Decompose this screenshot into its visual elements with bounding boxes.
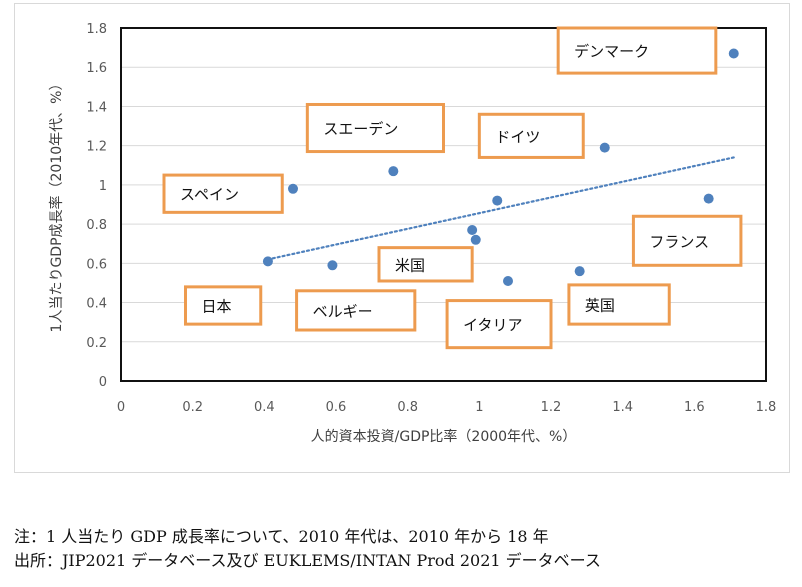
label-box (305, 102, 446, 154)
y-tick-label: 1 (99, 179, 107, 194)
data-point (492, 195, 503, 206)
footnotes: 注：1 人当たり GDP 成長率について、2010 年代は、2010 年から 1… (14, 525, 794, 573)
label-text: スペイン (180, 186, 239, 204)
label-text: イタリア (463, 316, 522, 334)
x-tick-label: 1 (475, 400, 483, 415)
data-point (599, 142, 610, 153)
x-tick-label: 1.6 (684, 400, 705, 415)
data-point (388, 166, 399, 177)
label-box (295, 289, 417, 332)
y-axis-title: 1人当たりGDP成長率（2010年代、%） (48, 77, 65, 333)
label-box (556, 26, 718, 75)
label-text: 英国 (585, 297, 615, 315)
data-point (503, 275, 513, 286)
data-point (262, 256, 273, 267)
data-point (467, 224, 478, 235)
label-box (162, 173, 284, 214)
label-text: 日本 (202, 297, 232, 315)
label-box (184, 285, 263, 326)
data-point (470, 234, 481, 245)
chart-frame: デンマークスエーデン ドイツスペインフランス米国日本 ベルギーイタリア 英国 0 0.2… (14, 3, 790, 473)
trendline (266, 156, 735, 261)
note-text: 注：1 人当たり GDP 成長率について、2010 年代は、2010 年から 1… (14, 527, 549, 546)
y-tick-label: 0.6 (86, 257, 107, 272)
x-axis-title: 人的資本投資/GDP比率（2000年代、%） (311, 428, 577, 445)
y-tick-label: 0.4 (86, 297, 107, 312)
label-box (567, 283, 671, 326)
y-tick-label: 0.8 (86, 218, 107, 233)
x-tick-label: 1.2 (541, 400, 562, 415)
data-points (262, 48, 739, 286)
x-tick-label: 0 (117, 400, 125, 415)
label-box (377, 246, 474, 283)
data-point (574, 266, 585, 277)
source-text: 出所：JIP2021 データベース及び EUKLEMS/INTAN Prod 2… (14, 551, 601, 570)
data-point (703, 193, 714, 204)
label-text: 米国 (395, 256, 425, 274)
label-text: フランス (649, 233, 709, 251)
y-tick-label: 1.8 (86, 22, 107, 37)
x-tick-label: 0.2 (182, 400, 203, 415)
trendline-layer (266, 156, 735, 261)
plot-area-border (120, 27, 767, 382)
data-point (327, 260, 338, 271)
label-box (477, 112, 585, 159)
label-text: ドイツ (495, 128, 540, 146)
axis-ticks: 0 0.2 0.4 0.6 0.8 1 1.2 1.4 1.6 1.8 0 0.2 0.4 0.6 0.8 1… (86, 22, 776, 415)
label-box (445, 299, 553, 350)
y-tick-label: 1.2 (86, 140, 107, 155)
label-text: スエーデン (323, 120, 398, 138)
y-tick-label: 0.2 (86, 336, 107, 351)
x-tick-label: 0.6 (326, 400, 347, 415)
x-tick-label: 0.4 (254, 400, 275, 415)
x-tick-label: 1.8 (756, 400, 777, 415)
y-tick-label: 1.6 (86, 61, 107, 76)
label-text: ベルギー (313, 302, 373, 320)
x-tick-label: 1.4 (612, 400, 633, 415)
y-tick-label: 0 (99, 375, 107, 390)
y-tick-label: 1.4 (86, 100, 107, 115)
x-tick-label: 0.8 (397, 400, 418, 415)
label-box (631, 214, 743, 267)
data-point (288, 183, 298, 194)
label-text: デンマーク (574, 43, 649, 61)
data-point (728, 48, 739, 59)
